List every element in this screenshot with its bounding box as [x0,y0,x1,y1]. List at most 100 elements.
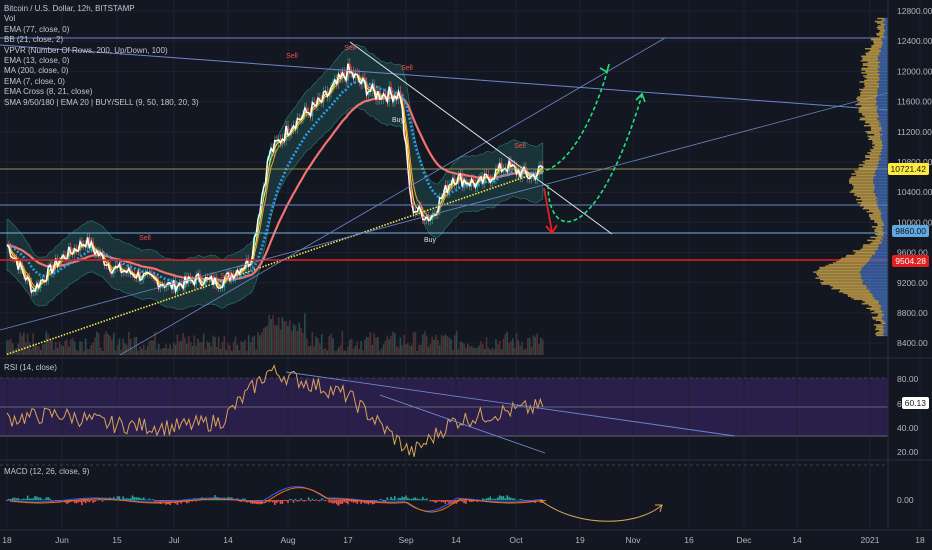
vpvr-bar [861,200,879,202]
macd-histogram-bar [465,500,467,504]
arrowhead-green-1 [599,63,610,74]
legend-ema7[interactable]: EMA (7, close, 0) [4,76,65,86]
candle-body [530,176,533,179]
time-tick-label: 17 [343,535,353,545]
volume-bar [184,337,186,355]
volume-bar [399,337,402,355]
vpvr-bar [883,333,888,335]
time-tick-label: Nov [625,535,641,545]
volume-bar [242,342,244,355]
vpvr-bar [877,117,888,119]
vpvr-bar [856,195,877,198]
candle-body [365,82,368,95]
macd-histogram-bar [277,500,280,502]
vpvr-bar [878,206,888,208]
macd-histogram-bar [390,496,392,501]
bullish-projection-arrow-1[interactable] [539,71,608,173]
legend-ma200[interactable]: MA (200, close, 0) [4,66,69,76]
vpvr-bar [864,162,880,165]
candle-body [232,274,235,279]
rsi-trendline-2[interactable] [379,394,546,454]
volume-bar [141,348,143,355]
volume-bar [425,335,428,355]
vpvr-bar [878,63,888,65]
vpvr-bar [876,167,888,169]
vpvr-bar [878,313,885,316]
macd-histogram-bar [356,500,359,504]
macd-histogram-bar [148,498,151,501]
macd-histogram-bar [525,500,527,501]
rsi-label[interactable]: RSI (14, close) [4,363,57,372]
bearish-projection-arrow[interactable] [543,187,553,233]
legend-ema-cross[interactable]: EMA Cross (8, 21, close) [4,87,93,97]
projection-line[interactable] [349,41,613,235]
macd-histogram-bar [13,497,16,501]
vpvr-bar [879,85,888,88]
ascending-channel-line[interactable] [119,37,666,356]
vpvr-bar [884,31,888,33]
vpvr-bar [878,165,888,168]
vpvr-bar [862,165,879,168]
vpvr-bar [865,159,880,162]
legend-vol[interactable]: Vol [4,14,16,24]
macd-histogram-bar [403,497,405,501]
bullish-projection-arrow-2[interactable] [547,94,643,223]
vpvr-bar [872,241,883,243]
vpvr-bar [869,259,888,261]
vpvr-bar [870,126,882,128]
lower-ascending-line[interactable] [0,92,888,331]
volume-bar [71,337,74,355]
time-tick-label: 18 [915,535,925,545]
macd-histogram-bar [408,498,411,501]
vpvr-bar [882,318,888,320]
chart-title[interactable]: Bitcoin / U.S. Dollar, 12h, BITSTAMP [4,4,135,13]
candle-body [525,167,527,173]
legend-sma-buy-sell[interactable]: SMA 9/50/180 | EMA 20 | BUY/SELL (9, 50,… [4,97,199,107]
candle-body [410,189,413,203]
candle-body [500,162,503,172]
macd-projection-curve[interactable] [539,499,663,522]
vpvr-bar [879,131,888,133]
vpvr-bar [856,174,876,177]
vpvr-bar [879,159,888,162]
macd-histogram-bar [414,497,417,501]
vpvr-bar [874,189,888,192]
vpvr-bar [879,155,888,157]
macd-histogram-bar [210,499,212,501]
volume-bar [300,328,302,355]
vpvr-bar [883,17,888,20]
candle-body [133,274,136,277]
legend-ema13[interactable]: EMA (13, close, 0) [4,56,70,66]
macd-histogram-bar [388,499,390,501]
vpvr-bar [878,207,888,210]
rsi-trendline[interactable] [285,371,736,437]
vpvr-bar [879,162,888,165]
macd-histogram-bar [47,497,50,501]
vpvr-bar [866,73,880,76]
volume-bar [416,350,419,355]
vpvr-bar [877,28,885,30]
volume-bar [45,331,48,355]
legend-vpvr[interactable]: VPVR (Number Of Rows, 200, Up/Down, 100) [4,45,168,55]
descending-trendline[interactable] [0,44,888,111]
volume-bar [182,333,184,355]
volume-bar [467,343,469,355]
vpvr-bar [878,244,888,246]
legend-bb[interactable]: BB (21, close, 2) [4,35,64,45]
vpvr-bar [877,315,884,317]
vpvr-bar [857,96,877,98]
macd-label[interactable]: MACD (12, 26, close, 9) [4,467,90,476]
vpvr-bar [874,144,883,147]
volume-bar [380,348,383,355]
vpvr-bar [864,79,879,82]
time-tick-label: 14 [792,535,802,545]
red-level-price-tag: 9504.28 [892,255,929,267]
macd-histogram-bar [94,500,96,502]
vpvr-bar [884,224,888,226]
legend-ema77[interactable]: EMA (77, close, 0) [4,24,70,34]
price-tick-label: 11600.00 [897,97,932,107]
candle-body [245,259,248,267]
candle-body [538,166,540,175]
candle-body [172,280,175,290]
